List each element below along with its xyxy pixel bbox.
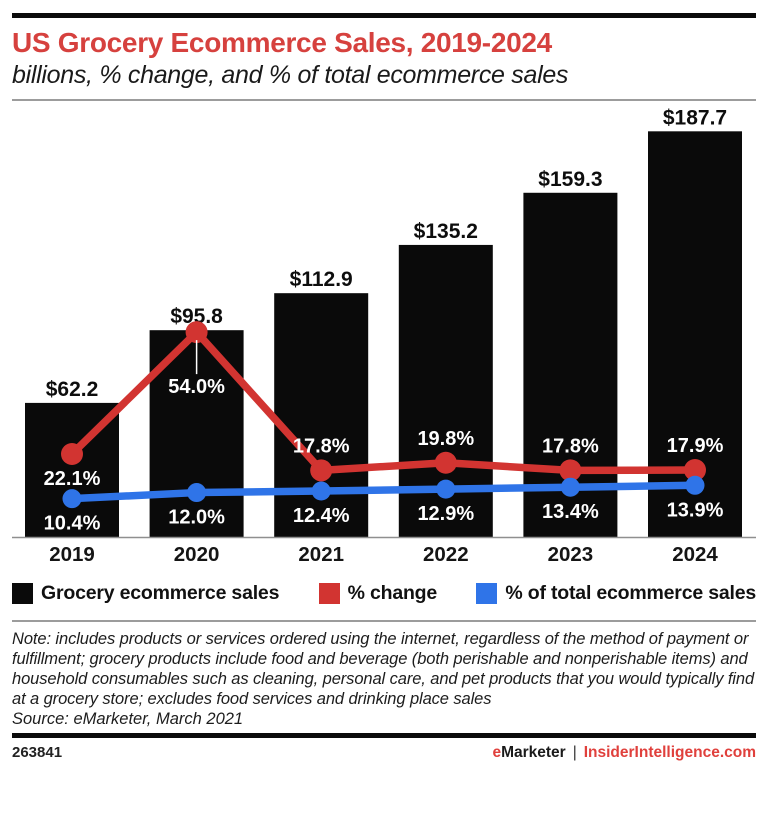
pct-label: 13.9% <box>667 499 724 521</box>
data-point <box>436 479 456 499</box>
bar-value-label: $159.3 <box>538 167 602 190</box>
x-axis-label: 2024 <box>672 543 718 566</box>
legend-swatch-black-icon <box>12 582 33 604</box>
x-axis-label: 2021 <box>298 543 344 566</box>
legend-swatch-red-icon <box>318 582 340 604</box>
legend-item-pct-total: % of total ecommerce sales <box>476 582 756 605</box>
emarketer-wordmark: eMarketer <box>492 743 566 761</box>
brand-separator: | <box>572 743 577 761</box>
legend-label: Grocery ecommerce sales <box>41 581 280 604</box>
legend-item-grocery-sales: Grocery ecommerce sales <box>12 582 279 605</box>
bar-value-label: $135.2 <box>414 220 478 243</box>
data-point <box>185 320 208 343</box>
page-title: US Grocery Ecommerce Sales, 2019-2024 <box>12 27 552 58</box>
x-axis-label: 2022 <box>423 543 469 566</box>
data-point <box>310 459 333 482</box>
data-point <box>559 459 582 482</box>
x-axis-label: 2023 <box>548 543 594 566</box>
pct-label: 17.8% <box>293 435 350 457</box>
top-rule <box>12 13 756 18</box>
note-divider <box>12 619 756 622</box>
source-text: Source: eMarketer, March 2021 <box>12 709 244 728</box>
data-point <box>311 481 331 501</box>
data-point <box>685 475 705 495</box>
data-point <box>187 482 207 502</box>
combo-chart: $62.2 $95.8 $112.9 $135.2 $159.3 $187.7 22.1% 5… <box>12 106 756 566</box>
pct-label: 54.0% <box>168 376 225 398</box>
pct-label: 17.8% <box>542 435 599 457</box>
chart-id: 263841 <box>12 744 63 762</box>
pct-label: 12.4% <box>293 505 350 527</box>
header-divider <box>12 98 756 101</box>
pct-label: 13.4% <box>542 501 599 523</box>
data-point <box>62 488 82 508</box>
legend-label: % of total ecommerce sales <box>505 581 756 604</box>
data-point <box>61 442 83 465</box>
pct-label: 17.9% <box>667 435 724 457</box>
legend-swatch-blue-icon <box>476 582 498 604</box>
line-series <box>71 481 696 503</box>
pct-label: 10.4% <box>44 512 101 534</box>
bar-value-label: $95.8 <box>170 305 223 328</box>
chart-subtitle: billions, % change, and % of total ecomm… <box>12 61 569 90</box>
legend-label: % change <box>347 581 438 604</box>
bar-value-label: $187.7 <box>663 106 727 129</box>
pct-label: 22.1% <box>44 468 101 490</box>
pct-label: 12.9% <box>417 503 474 525</box>
legend-item-pct-change: % change <box>318 581 438 605</box>
footer-rule <box>12 732 756 738</box>
data-point <box>560 477 580 497</box>
chart-legend: Grocery ecommerce sales % change % of to… <box>12 582 756 605</box>
pct-label: 19.8% <box>417 427 474 449</box>
x-axis-label: 2019 <box>49 543 95 566</box>
footer: 263841 eMarketer | InsiderIntelligence.c… <box>12 744 756 762</box>
x-axis-label: 2020 <box>174 543 220 566</box>
note-text: Note: includes products or services orde… <box>12 629 755 708</box>
pct-label: 12.0% <box>168 506 225 528</box>
bar-value-label: $112.9 <box>290 268 353 291</box>
bar-2021 <box>274 292 369 538</box>
bar-value-label: $62.2 <box>46 378 99 401</box>
data-point <box>684 458 706 481</box>
data-point <box>434 451 457 474</box>
brand-lockup: eMarketer | InsiderIntelligence.com <box>492 744 756 762</box>
line-series <box>69 328 696 474</box>
insider-intelligence-link[interactable]: InsiderIntelligence.com <box>583 743 756 761</box>
